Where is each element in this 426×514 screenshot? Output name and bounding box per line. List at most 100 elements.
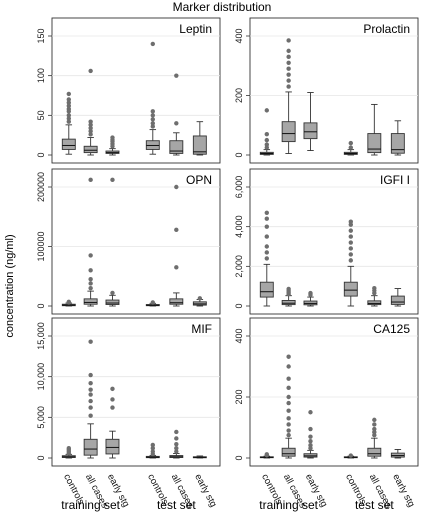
- outlier-point: [264, 142, 269, 147]
- box-early-stg: [192, 121, 207, 156]
- outlier-point: [88, 387, 93, 392]
- outlier-point: [264, 210, 269, 215]
- outlier-point: [286, 376, 291, 381]
- panel-title: IGFI I: [380, 173, 410, 187]
- outlier-point: [372, 426, 377, 432]
- outlier-point: [264, 256, 269, 261]
- outlier-point: [286, 72, 291, 77]
- box-iqr: [367, 300, 382, 306]
- outlier-point: [150, 442, 155, 448]
- box-early-stg: [390, 288, 405, 307]
- outlier-point: [286, 54, 291, 60]
- outlier-point: [286, 385, 291, 391]
- outlier-point: [308, 442, 313, 448]
- outlier-point: [286, 400, 291, 406]
- outlier-point: [88, 122, 93, 128]
- outlier-point: [286, 78, 291, 83]
- y-tick-label: 100000: [36, 231, 46, 261]
- box-iqr: [367, 133, 382, 154]
- outlier-point: [264, 216, 269, 221]
- box-iqr: [367, 447, 382, 457]
- y-tick-label: 2,000: [234, 255, 244, 278]
- outlier-point: [110, 386, 115, 392]
- box-iqr: [343, 281, 358, 297]
- box-early-stg: [303, 410, 318, 459]
- panel-title: MIF: [191, 322, 212, 336]
- outlier-point: [174, 449, 179, 454]
- outlier-point: [264, 108, 269, 113]
- outlier-point: [286, 66, 291, 71]
- box-iqr: [83, 298, 98, 305]
- outlier-point: [197, 296, 203, 301]
- outlier-point: [174, 429, 179, 435]
- outlier-point: [372, 422, 377, 427]
- outlier-point: [88, 129, 93, 134]
- outlier-point: [286, 416, 291, 421]
- outlier-point: [174, 446, 179, 451]
- y-tick-label: 0: [36, 303, 46, 308]
- box-all-cases: [281, 286, 296, 307]
- y-tick-label: 400: [234, 28, 244, 43]
- outlier-point: [150, 117, 155, 122]
- y-tick-label: 4,000: [234, 215, 244, 238]
- outlier-point: [348, 219, 353, 224]
- outlier-point: [372, 432, 377, 438]
- outlier-point: [372, 417, 377, 423]
- y-tick-label: 100: [36, 68, 46, 83]
- panel-frame: [249, 317, 419, 467]
- outlier-point: [286, 38, 291, 43]
- panel-mif: 0 5,000 10,000 15,000 MIF: [36, 317, 221, 467]
- panel-frame: [249, 168, 419, 315]
- panel-frame: [51, 317, 221, 467]
- box-all-cases: [169, 429, 184, 459]
- outlier-point: [264, 234, 269, 239]
- category-label: early stg: [390, 472, 417, 509]
- box-all-cases: [83, 68, 98, 156]
- y-tick-label: 0: [234, 455, 244, 460]
- box-iqr: [105, 438, 120, 455]
- box-controls: [259, 452, 274, 459]
- outlier-point: [348, 246, 353, 251]
- outlier-point: [66, 119, 72, 124]
- outlier-point: [150, 124, 155, 129]
- box-iqr: [83, 438, 98, 456]
- box-iqr: [105, 299, 120, 305]
- outlier-point: [66, 113, 72, 118]
- group-label: training set: [61, 498, 120, 512]
- outlier-point: [174, 73, 179, 78]
- box-early-stg: [105, 386, 120, 459]
- box-controls: [259, 210, 274, 307]
- y-tick-label: 400: [234, 328, 244, 343]
- outlier-point: [88, 281, 93, 286]
- outlier-point: [174, 441, 179, 447]
- box-controls: [61, 446, 76, 459]
- group-label: training set: [259, 498, 318, 512]
- box-all-cases: [281, 354, 296, 459]
- box-iqr: [390, 295, 405, 305]
- outlier-point: [150, 41, 155, 47]
- group-label: test set: [157, 498, 196, 512]
- panel-frame: [51, 168, 221, 315]
- outlier-point: [308, 290, 313, 296]
- outlier-point: [286, 60, 291, 65]
- box-all-cases: [367, 103, 382, 156]
- outlier-point: [286, 84, 291, 89]
- outlier-point: [286, 364, 291, 369]
- y-tick-label: 200: [234, 88, 244, 103]
- box-iqr: [83, 145, 98, 154]
- box-controls: [259, 108, 274, 156]
- panel-ca125: 0 200 400 CA125: [234, 317, 419, 467]
- box-early-stg: [105, 177, 120, 307]
- box-iqr: [281, 299, 296, 306]
- outlier-point: [308, 410, 313, 415]
- box-all-cases: [281, 38, 296, 154]
- panel-title: Prolactin: [363, 22, 410, 36]
- box-all-cases: [367, 417, 382, 459]
- box-iqr: [281, 447, 296, 457]
- panel-title: OPN: [186, 173, 212, 187]
- y-axis-label: concentration (ng/ml): [4, 234, 16, 337]
- outlier-point: [66, 91, 72, 97]
- outlier-point: [264, 137, 269, 143]
- outlier-point: [286, 432, 291, 438]
